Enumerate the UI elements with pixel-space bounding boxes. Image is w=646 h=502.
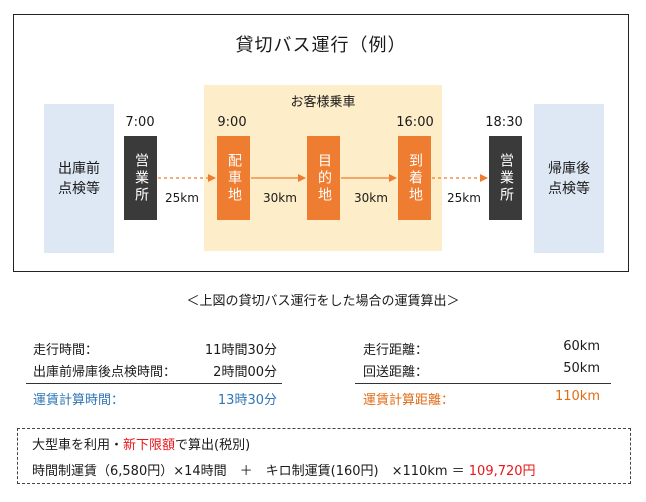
stop-office-depart: 営業所 <box>124 136 157 220</box>
distance-return: 25km <box>447 191 481 205</box>
fare-note-line2: 時間制運賃（6,580円）×14時間 ＋ キロ制運賃(160円) ×110km … <box>32 460 536 479</box>
distance-depart: 25km <box>165 191 199 205</box>
fare-note-suffix: で算出(税別) <box>175 438 251 453</box>
inspection-time-label: 出庫前帰庫後点検時間： <box>33 365 177 380</box>
billable-distance-value: 110km <box>554 389 600 404</box>
run-time-value: 11時間30分 <box>204 343 277 358</box>
deadhead-distance-label: 回送距離： <box>363 365 429 380</box>
fare-formula: 時間制運賃（6,580円）×14時間 ＋ キロ制運賃(160円) ×110km … <box>32 464 465 479</box>
stop-office-return-label: 営業所 <box>498 152 514 204</box>
stop-arrival-label: 到着地 <box>407 152 423 204</box>
route-arrows <box>158 174 488 182</box>
stop-arrival: 到着地 <box>398 136 431 220</box>
stop-office-depart-label: 営業所 <box>133 152 149 204</box>
inspection-time-value: 2時間00分 <box>213 365 277 380</box>
run-distance-label: 走行距離： <box>363 343 429 358</box>
time-pickup: 9:00 <box>217 115 247 130</box>
stop-pickup-label: 配車地 <box>226 152 242 204</box>
distance-sum-rule <box>355 383 611 384</box>
time-sum-rule <box>26 383 282 384</box>
stop-office-return: 営業所 <box>489 136 522 220</box>
fare-note-highlight: 新下限額 <box>123 438 176 453</box>
fare-note-line1: 大型車を利用・新下限額で算出(税別) <box>32 434 250 453</box>
depart-inspection-box: 出庫前 点検等 <box>44 104 114 253</box>
diagram-frame <box>13 14 629 272</box>
fare-note-prefix: 大型車を利用・ <box>32 438 124 453</box>
calc-subtitle: ＜上図の貸切バス運行をした場合の運賃算出＞ <box>186 294 460 309</box>
fare-note-box <box>17 428 631 484</box>
stop-destination: 目的地 <box>307 136 340 220</box>
distance-destination-arrival: 30km <box>354 191 388 205</box>
billable-time-value: 13時30分 <box>217 393 277 408</box>
diagram-title: 貸切バス運行（例） <box>235 35 407 56</box>
passenger-band-label: お客様乗車 <box>290 95 356 110</box>
stop-destination-label: 目的地 <box>316 152 332 204</box>
billable-time-label: 運賃計算時間： <box>33 393 125 408</box>
fare-result: 109,720円 <box>468 464 536 479</box>
depart-inspection-label: 出庫前 点検等 <box>58 160 100 197</box>
billable-distance-label: 運賃計算距離： <box>363 393 455 408</box>
distance-pickup-destination: 30km <box>263 191 297 205</box>
deadhead-distance-value: 50km <box>563 361 600 376</box>
run-distance-value: 60km <box>563 339 600 354</box>
run-time-label: 走行時間： <box>33 343 99 358</box>
return-inspection-box: 帰庫後 点検等 <box>534 104 604 253</box>
time-return-office: 18:30 <box>485 115 523 130</box>
time-depart-office: 7:00 <box>125 115 155 130</box>
return-inspection-label: 帰庫後 点検等 <box>548 160 590 197</box>
time-arrival: 16:00 <box>396 115 434 130</box>
stop-pickup: 配車地 <box>217 136 250 220</box>
